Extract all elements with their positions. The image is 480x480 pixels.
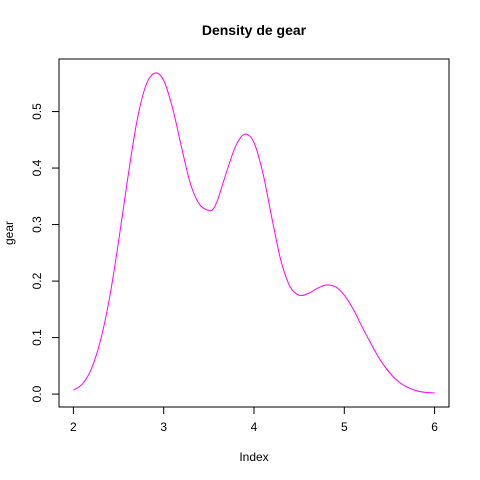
- x-tick-label: 4: [251, 420, 258, 434]
- x-axis: 2 3 4 5 6: [70, 406, 438, 434]
- density-line: [73, 72, 435, 394]
- y-axis: 0.0 0.1 0.2 0.3 0.4 0.5: [30, 103, 60, 402]
- y-tick-label: 0.5: [30, 103, 44, 120]
- y-tick-label: 0.1: [30, 329, 44, 346]
- x-tick-label: 6: [431, 420, 438, 434]
- y-tick-label: 0.3: [30, 216, 44, 233]
- x-tick-label: 5: [341, 420, 348, 434]
- y-tick-label: 0.4: [30, 159, 44, 176]
- y-tick-label: 0.2: [30, 272, 44, 289]
- chart-title: Density de gear: [202, 22, 307, 38]
- y-axis-label: gear: [2, 221, 16, 245]
- x-axis-label: Index: [239, 450, 268, 464]
- x-tick-label: 2: [70, 420, 77, 434]
- y-tick-label: 0.0: [30, 385, 44, 402]
- x-tick-label: 3: [160, 420, 167, 434]
